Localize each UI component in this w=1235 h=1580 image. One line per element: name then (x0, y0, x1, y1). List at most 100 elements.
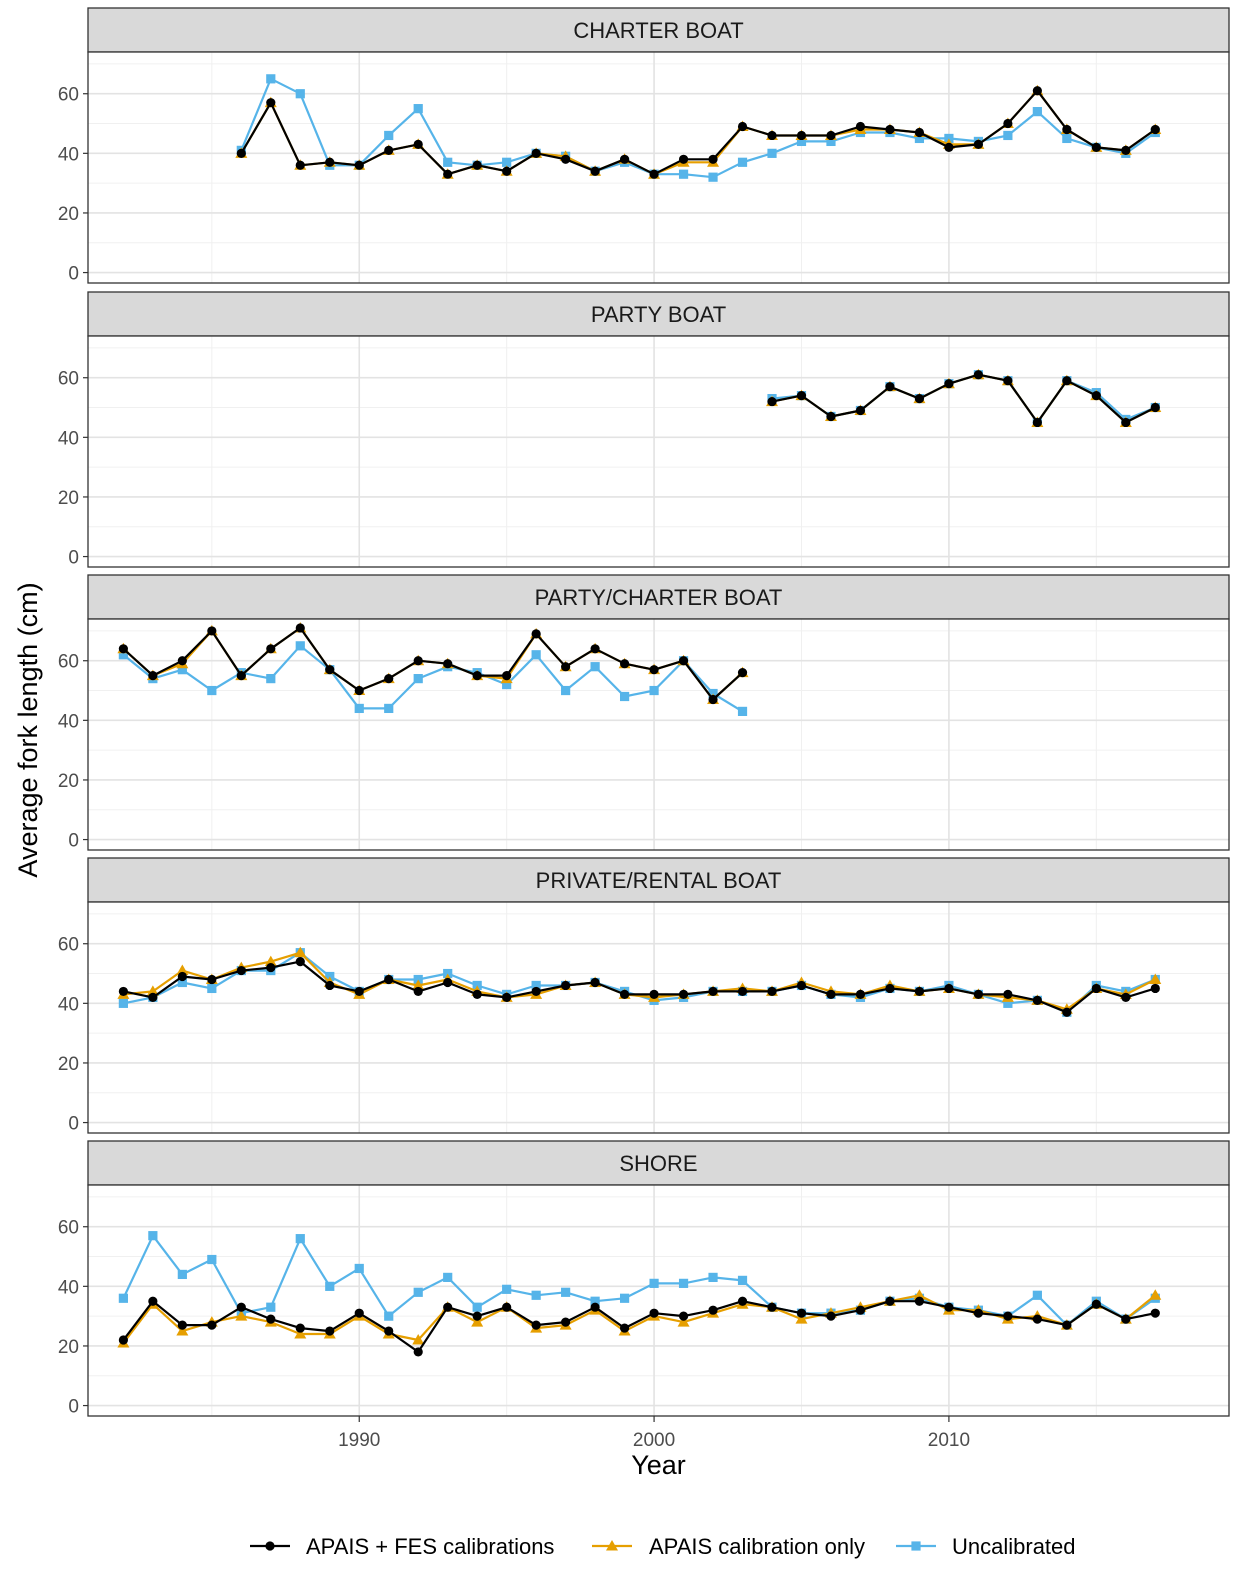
data-point (561, 662, 571, 672)
data-point (472, 160, 482, 170)
data-point (236, 965, 246, 976)
data-point (384, 703, 394, 714)
data-point (384, 130, 394, 141)
data-point (1032, 1290, 1042, 1300)
panel-title: CHARTER BOAT (573, 18, 743, 43)
data-point (1150, 124, 1160, 135)
data-point (295, 1234, 305, 1244)
data-point (294, 1328, 307, 1339)
series-line (122, 644, 744, 713)
data-point (531, 1320, 541, 1330)
data-point (561, 980, 571, 991)
legend-item-apais-calibration-only: APAIS calibration only (592, 1534, 865, 1559)
data-point (412, 1333, 425, 1345)
data-point (1032, 86, 1042, 96)
legend-item-uncalibrated: Uncalibrated (896, 1534, 1076, 1559)
data-point (914, 133, 925, 144)
data-point (236, 671, 246, 681)
data-point (1121, 992, 1131, 1002)
data-point (207, 626, 217, 636)
data-point (531, 1290, 541, 1300)
data-point (944, 1302, 954, 1312)
data-point (973, 989, 983, 1000)
data-point (708, 1272, 718, 1282)
data-point (767, 1302, 777, 1312)
data-point (531, 148, 541, 158)
data-point (295, 641, 305, 651)
x-tick-label: 2010 (928, 1430, 970, 1451)
data-point (235, 1310, 248, 1321)
data-point (855, 121, 866, 132)
panel-background (88, 902, 1229, 1133)
data-point (826, 411, 836, 422)
data-point (472, 989, 482, 1000)
data-point (531, 650, 541, 660)
data-point (148, 1296, 158, 1306)
data-point (207, 1320, 217, 1330)
data-point (1150, 1308, 1160, 1318)
panel-border (87, 618, 1230, 851)
data-point (443, 1302, 453, 1312)
y-tick-label: 0 (68, 1397, 79, 1418)
data-point (1062, 376, 1072, 386)
data-point (472, 1311, 482, 1321)
legend-key-marker (911, 1541, 921, 1551)
data-point (176, 1325, 189, 1336)
y-tick-label: 0 (68, 548, 79, 569)
data-point (944, 983, 954, 994)
y-tick-label: 20 (58, 488, 79, 509)
data-point (295, 623, 305, 633)
data-point (1091, 983, 1101, 994)
data-point (295, 1323, 305, 1333)
data-point (678, 169, 689, 179)
data-point (118, 644, 128, 654)
data-point (413, 139, 423, 149)
panel-border (87, 51, 1230, 284)
data-point (708, 154, 718, 164)
data-point (796, 136, 807, 147)
legend: APAIS + FES calibrations APAIS calibratio… (250, 1534, 1076, 1559)
data-point (207, 983, 217, 994)
data-point (1032, 1314, 1042, 1324)
data-point (177, 971, 187, 982)
data-point (384, 674, 394, 684)
y-tick-label: 40 (58, 144, 79, 165)
data-point (412, 979, 425, 990)
panel-background (88, 619, 1229, 850)
data-point (913, 1289, 926, 1300)
data-point (177, 656, 187, 666)
data-point (649, 169, 659, 179)
y-tick-label: 40 (58, 428, 79, 449)
series-apais-fes-calibrations (118, 623, 748, 705)
y-tick-label: 60 (58, 935, 79, 956)
y-axis-title: Average fork length (cm) (13, 582, 43, 877)
data-point (295, 160, 305, 170)
strip-background (87, 1140, 1230, 1186)
data-point (885, 983, 895, 994)
data-point (264, 955, 277, 967)
data-point (1062, 1007, 1072, 1017)
series-line (240, 89, 1156, 176)
data-point (502, 166, 512, 176)
data-point (325, 980, 335, 991)
data-point (266, 644, 276, 654)
data-point (443, 1272, 453, 1282)
x-tick-label: 2000 (633, 1430, 675, 1451)
data-point (325, 1326, 335, 1336)
data-point (443, 977, 453, 988)
data-point (1062, 124, 1072, 135)
data-point (177, 977, 187, 988)
y-tick-label: 40 (58, 711, 79, 732)
data-point (354, 685, 364, 696)
data-point (266, 1302, 276, 1312)
series-apais-fes-calibrations (236, 86, 1160, 179)
data-point (1003, 118, 1013, 129)
data-point (885, 1296, 895, 1306)
y-tick-label: 20 (58, 1054, 79, 1075)
data-point (649, 685, 659, 696)
data-point (1062, 1320, 1072, 1330)
data-point (502, 1284, 512, 1294)
data-point (384, 1326, 394, 1336)
data-point (325, 157, 335, 167)
data-point (118, 1293, 128, 1303)
